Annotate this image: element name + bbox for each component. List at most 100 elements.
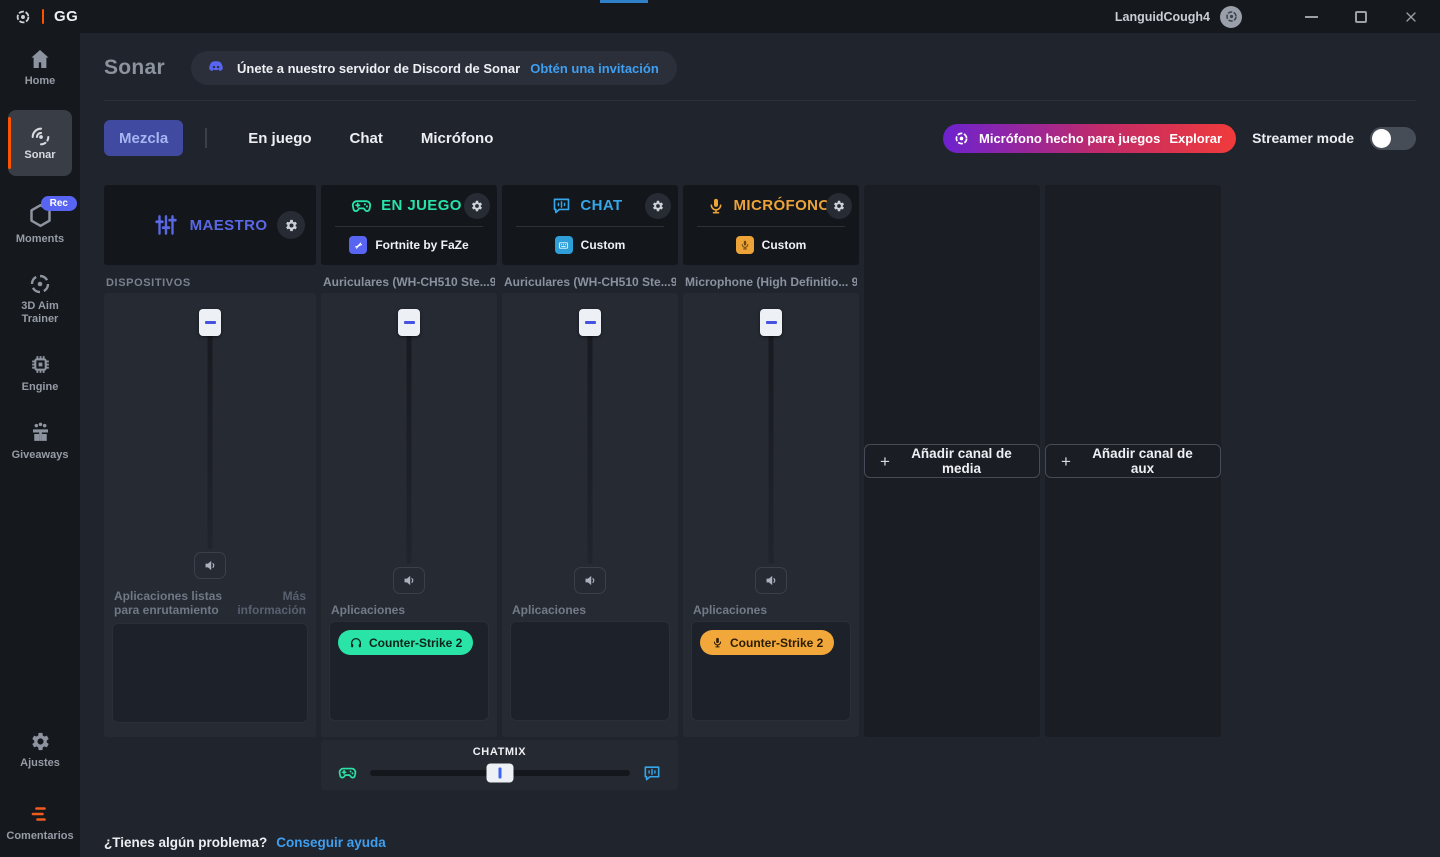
apps-dropzone[interactable] bbox=[112, 623, 308, 723]
promo-banner[interactable]: Micrófono hecho para juegos Explorar bbox=[943, 123, 1237, 153]
headphones-icon bbox=[349, 636, 363, 650]
mic-settings-button[interactable] bbox=[826, 193, 852, 219]
volume-slider-track[interactable] bbox=[587, 321, 593, 564]
page-title: Sonar bbox=[104, 56, 166, 79]
volume-slider-handle[interactable] bbox=[398, 309, 420, 336]
brand-divider bbox=[42, 9, 44, 24]
chat-header: CHAT Custom bbox=[502, 185, 678, 265]
gamepad-icon bbox=[350, 194, 373, 217]
game-device-select[interactable]: Auriculares (WH-CH510 Ste...92% bbox=[323, 275, 495, 289]
game-settings-button[interactable] bbox=[464, 193, 490, 219]
mic-icon bbox=[735, 236, 754, 254]
volume-slider-track[interactable] bbox=[406, 321, 412, 564]
volume-slider-handle[interactable] bbox=[199, 309, 221, 336]
volume-slider-track[interactable] bbox=[768, 321, 774, 564]
plus-icon: + bbox=[880, 451, 890, 471]
speaker-icon bbox=[202, 557, 219, 574]
home-icon bbox=[28, 47, 52, 71]
more-info-link[interactable]: Más información bbox=[237, 589, 306, 617]
get-help-link[interactable]: Conseguir ayuda bbox=[276, 835, 386, 850]
gift-icon bbox=[28, 420, 53, 445]
sidebar-item-moments[interactable]: Rec Moments bbox=[4, 196, 77, 246]
sidebar-item-sonar[interactable]: Sonar bbox=[8, 110, 72, 176]
apps-dropzone[interactable]: Counter-Strike 2 bbox=[691, 621, 851, 721]
tab-chat[interactable]: Chat bbox=[349, 129, 383, 147]
add-aux-channel-button[interactable]: + Añadir canal de aux bbox=[1045, 444, 1221, 478]
mute-button[interactable] bbox=[393, 567, 425, 594]
sidebar-item-label: Home bbox=[24, 75, 56, 87]
tab-microfono[interactable]: Micrófono bbox=[420, 129, 494, 147]
add-media-channel-button[interactable]: + Añadir canal de media bbox=[864, 444, 1040, 478]
chat-wave-icon bbox=[642, 763, 662, 783]
sidebar-item-3d-aim-trainer[interactable]: 3D Aim Trainer bbox=[11, 272, 69, 326]
sidebar-item-label: Engine bbox=[21, 381, 59, 393]
tab-mezcla[interactable]: Mezcla bbox=[104, 120, 184, 156]
minus-icon bbox=[403, 321, 415, 324]
game-header: EN JUEGO Fortnite by FaZe bbox=[321, 185, 497, 265]
minimize-icon bbox=[1304, 15, 1318, 18]
mic-device-select[interactable]: Microphone (High Definitio... 94% bbox=[685, 275, 857, 289]
mixer: MAESTRO DISPOSITIVOS Aplicaciones listas… bbox=[104, 185, 1301, 793]
page-header: Sonar Únete a nuestro servidor de Discor… bbox=[104, 47, 677, 89]
window-minimize-button[interactable] bbox=[1296, 5, 1326, 29]
channel-name: MAESTRO bbox=[189, 216, 268, 234]
sidebar-item-giveaways[interactable]: Giveaways bbox=[4, 420, 76, 462]
apps-dropzone[interactable]: Counter-Strike 2 bbox=[329, 621, 489, 721]
gear-icon bbox=[470, 199, 484, 213]
chat-device-select[interactable]: Auriculares (WH-CH510 Ste...92% bbox=[504, 275, 676, 289]
mute-button[interactable] bbox=[194, 552, 226, 579]
chat-profile[interactable]: Custom bbox=[502, 227, 678, 263]
promo-explore-link[interactable]: Explorar bbox=[1169, 130, 1223, 146]
app-chip-counter-strike-2[interactable]: Counter-Strike 2 bbox=[700, 630, 835, 655]
apps-label: Aplicaciones bbox=[512, 603, 587, 617]
routing-apps-label: Aplicaciones listas para enrutamiento bbox=[114, 589, 223, 617]
apps-dropzone[interactable] bbox=[510, 621, 670, 721]
feedback-bars-icon bbox=[28, 802, 52, 826]
volume-slider-handle[interactable] bbox=[760, 309, 782, 336]
avatar[interactable] bbox=[1220, 5, 1242, 28]
username: LanguidCough4 bbox=[1114, 9, 1210, 24]
steelseries-icon bbox=[953, 130, 970, 147]
chatmix-slider-track[interactable] bbox=[370, 763, 630, 782]
sidebar-item-engine[interactable]: Engine bbox=[4, 352, 76, 394]
window-maximize-button[interactable] bbox=[1346, 5, 1376, 29]
app-brand: GG bbox=[14, 8, 78, 26]
discord-banner-text: Únete a nuestro servidor de Discord de S… bbox=[237, 60, 521, 76]
tab-en-juego[interactable]: En juego bbox=[248, 129, 312, 147]
speaker-icon bbox=[582, 572, 599, 589]
apps-label: Aplicaciones bbox=[693, 603, 768, 617]
volume-slider-track[interactable] bbox=[207, 321, 213, 549]
sidebar-item-settings[interactable]: Ajustes bbox=[4, 730, 76, 770]
apps-label: Aplicaciones bbox=[331, 603, 406, 617]
profile-label: Custom bbox=[761, 238, 807, 252]
streamer-mode-label: Streamer mode bbox=[1252, 130, 1354, 146]
master-settings-button[interactable] bbox=[277, 211, 305, 239]
volume-slider-handle[interactable] bbox=[579, 309, 601, 336]
devices-label: DISPOSITIVOS bbox=[106, 277, 191, 289]
sidebar-item-feedback[interactable]: Comentarios bbox=[4, 802, 76, 843]
chatmix-slider-handle[interactable] bbox=[486, 763, 514, 782]
mic-profile[interactable]: Custom bbox=[683, 227, 859, 263]
sidebar: Home Sonar Rec Moments 3D Aim Trainer En… bbox=[0, 33, 80, 857]
speaker-icon bbox=[763, 572, 780, 589]
header-divider bbox=[104, 100, 1416, 101]
app-chip-counter-strike-2[interactable]: Counter-Strike 2 bbox=[338, 630, 474, 655]
discord-invite-link[interactable]: Obtén una invitación bbox=[530, 60, 659, 76]
titlebar: GG LanguidCough4 bbox=[0, 0, 1440, 33]
handle-bar-icon bbox=[498, 767, 502, 778]
streamer-mode-toggle[interactable] bbox=[1370, 126, 1416, 150]
toggle-knob bbox=[1372, 128, 1391, 148]
sidebar-item-label: Moments bbox=[15, 233, 65, 245]
tabs-row: Mezcla En juego Chat Micrófono Micrófono… bbox=[104, 119, 1416, 157]
gear-icon bbox=[651, 199, 665, 213]
chat-settings-button[interactable] bbox=[645, 193, 671, 219]
active-accent-bar bbox=[8, 117, 11, 169]
mute-button[interactable] bbox=[574, 567, 606, 594]
maximize-icon bbox=[1355, 10, 1367, 23]
mute-button[interactable] bbox=[755, 567, 787, 594]
sidebar-item-home[interactable]: Home bbox=[4, 47, 76, 88]
channel-name: EN JUEGO bbox=[381, 197, 462, 214]
game-profile[interactable]: Fortnite by FaZe bbox=[321, 227, 497, 263]
window-close-button[interactable] bbox=[1396, 5, 1426, 29]
faze-icon bbox=[349, 236, 368, 254]
